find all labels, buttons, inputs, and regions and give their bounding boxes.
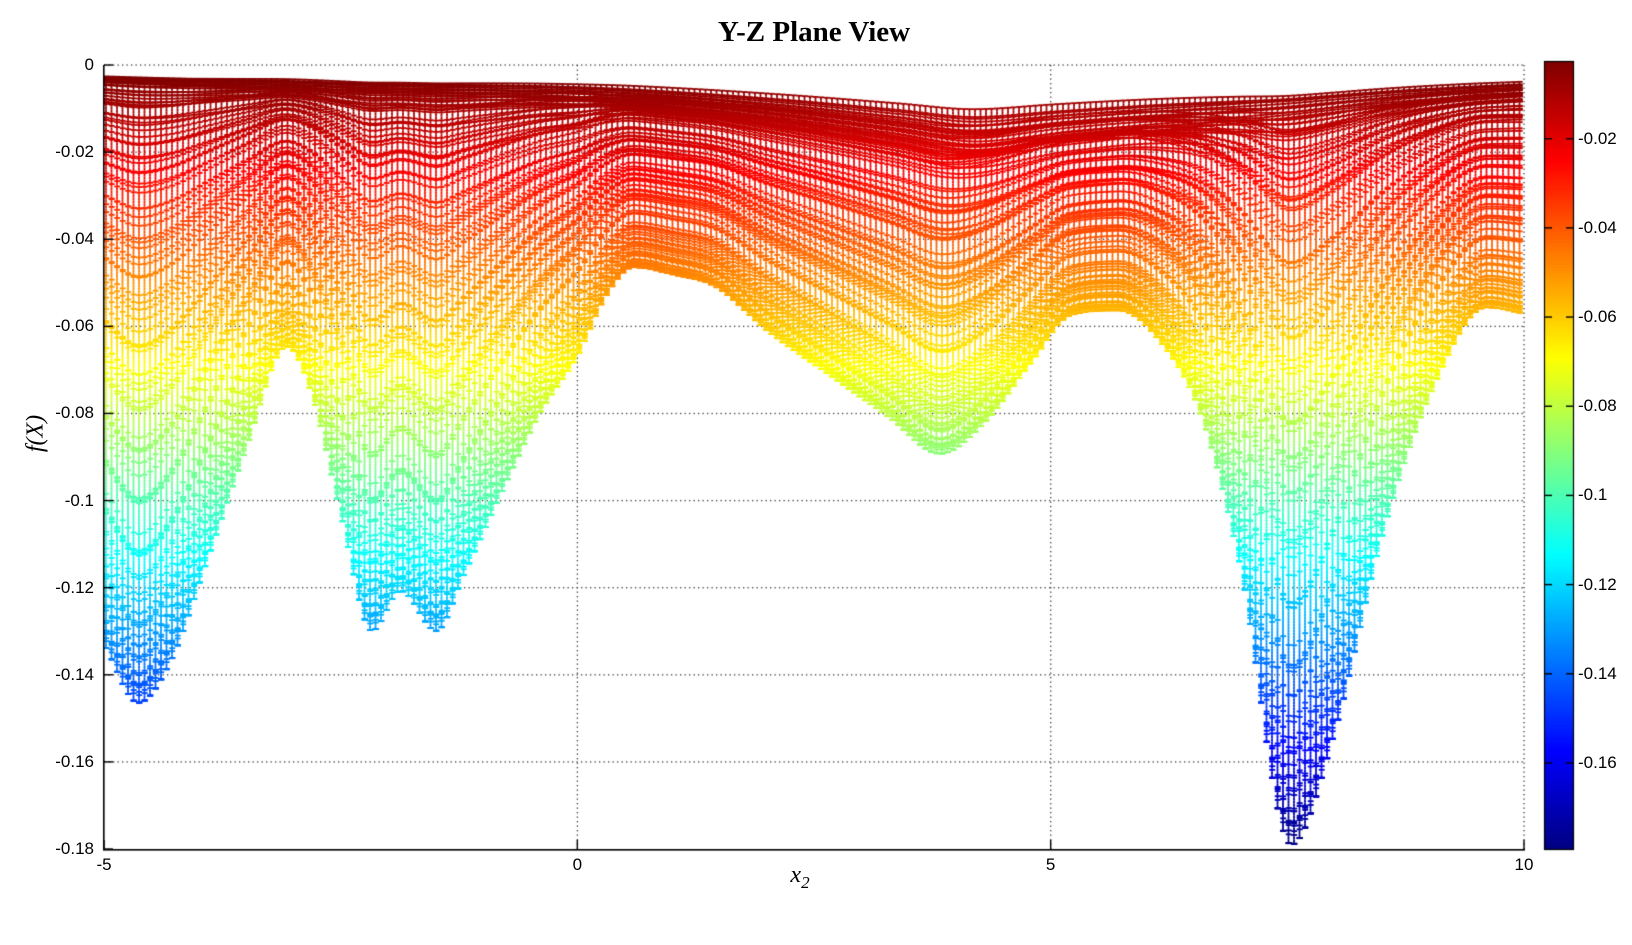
y-tick-label: 0 [84,55,94,74]
x-axis-label: x2 [790,862,810,892]
x-tick-label: 5 [1045,855,1056,874]
y-tick-label: -0.04 [55,229,94,249]
y-tick-label: -0.16 [55,751,94,771]
y-tick-label: -0.08 [55,403,94,423]
x-tick-label: 0 [572,855,583,874]
colorbar-tick-label: -0.16 [1578,752,1617,772]
x-tick-label: 10 [1514,855,1534,874]
colorbar-tick-label: -0.1 [1578,485,1608,505]
colorbar-tick-label: -0.12 [1578,574,1617,594]
colorbar-tick-label: -0.04 [1578,217,1617,237]
colorbar-tick-label: -0.06 [1578,307,1617,327]
colorbar-tick-label: -0.02 [1578,128,1617,148]
y-tick-label: -0.14 [55,664,94,684]
y-tick-label: -0.18 [55,839,94,858]
y-tick-label: -0.02 [55,142,94,162]
colorbar-tick-label: -0.08 [1578,396,1617,416]
y-tick-label: -0.1 [64,490,94,510]
plot-title: Y-Z Plane View [717,16,911,48]
x-tick-label: -5 [96,855,112,874]
y-tick-label: -0.06 [55,316,94,336]
colorbar-tick-label: -0.14 [1578,663,1617,683]
y-tick-label: -0.12 [55,577,94,597]
